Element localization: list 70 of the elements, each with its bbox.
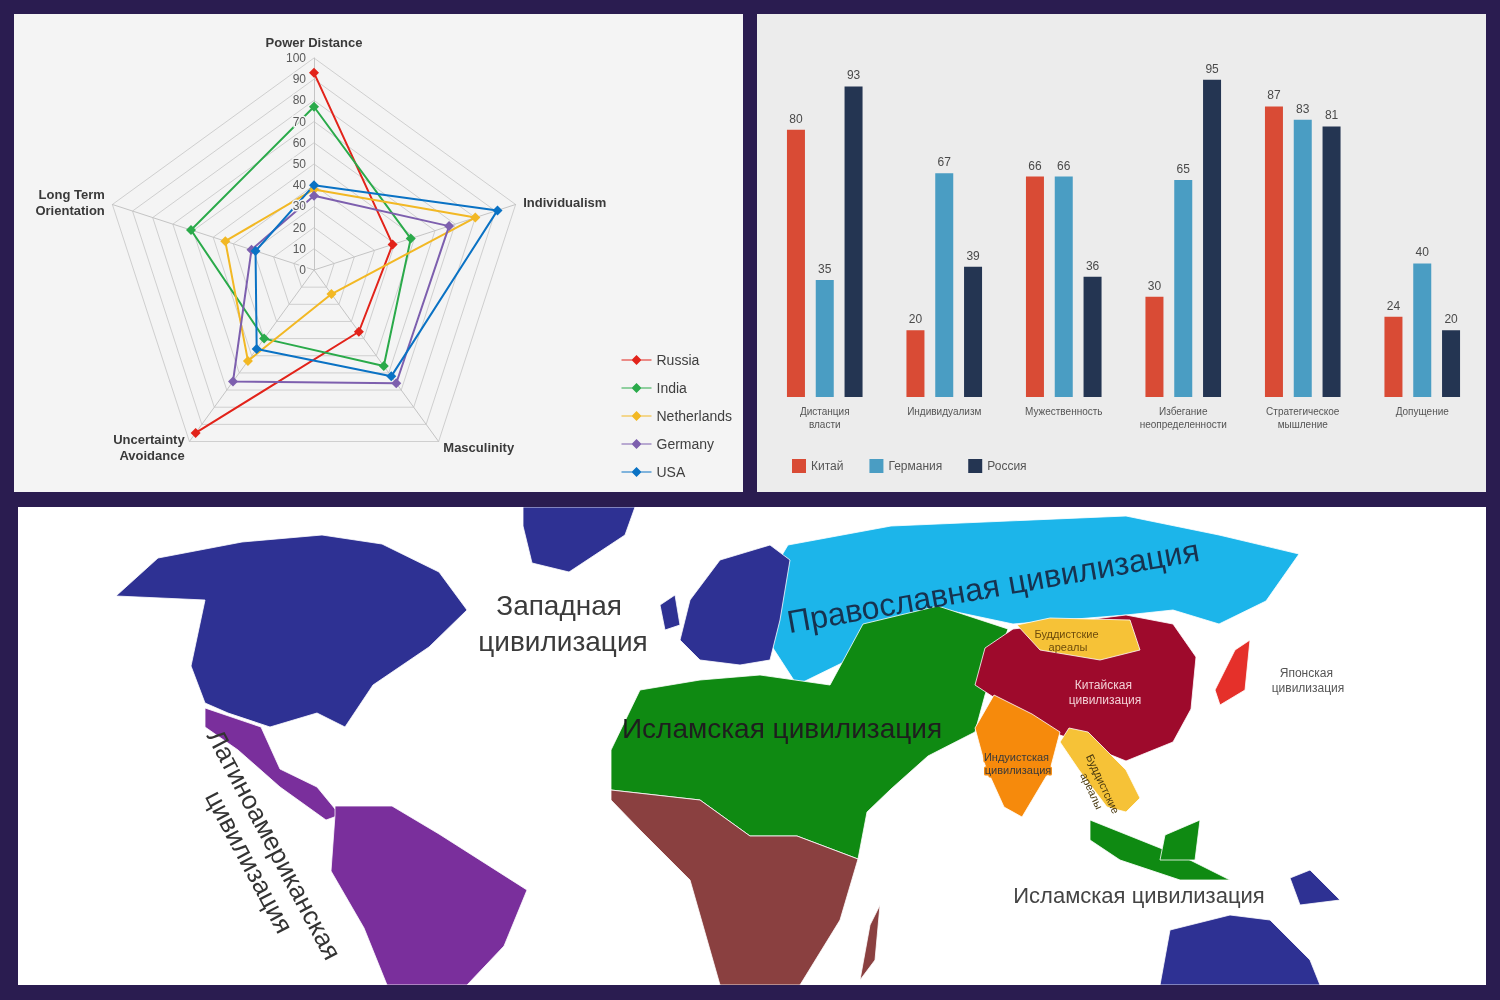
x-tick-label: Индивидуализм: [907, 406, 982, 417]
data-label: 20: [1444, 312, 1459, 327]
bar: [1384, 316, 1403, 397]
text: Исламская цивилизация: [1013, 883, 1265, 908]
legend-label: Germany: [656, 436, 715, 452]
bar: [1083, 276, 1102, 397]
data-label: 66: [1028, 158, 1042, 173]
text: Исламская цивилизация: [621, 713, 943, 744]
y-tick-label: 100: [285, 51, 307, 65]
y-tick-label: 90: [292, 72, 307, 87]
bar: [1145, 296, 1164, 397]
bar: [1413, 263, 1432, 397]
legend-label: USA: [656, 464, 686, 480]
bar: [1054, 176, 1073, 397]
bar: [1174, 179, 1193, 397]
legend-label: Netherlands: [656, 408, 733, 424]
legend-label: Китай: [811, 459, 844, 473]
bar: [844, 86, 863, 397]
data-label: 40: [1415, 245, 1430, 260]
text: Буддистские ареалы: [1034, 628, 1102, 653]
data-label: 80: [789, 111, 803, 126]
bar: [906, 330, 925, 397]
x-tick-label: Избегание неопределенности: [1139, 406, 1227, 430]
bar: [815, 280, 834, 397]
spoke-label: Uncertainty Avoidance: [113, 432, 186, 464]
data-label: 24: [1386, 298, 1401, 313]
spoke-label: Power Distance: [265, 34, 363, 50]
bar: [1264, 106, 1283, 397]
legend-label: Russia: [656, 352, 700, 368]
text: Китайская цивилизация: [1068, 678, 1142, 707]
y-tick-label: 80: [292, 93, 307, 108]
data-label: 93: [846, 68, 861, 83]
text: Японская цивилизация: [1271, 666, 1345, 695]
bar: [1203, 79, 1222, 397]
legend-label: Россия: [987, 459, 1027, 473]
spoke-label: Masculinity: [443, 440, 515, 456]
x-tick-label: Дистанция власти: [799, 406, 850, 430]
legend-label: India: [656, 380, 688, 396]
y-tick-label: 0: [299, 263, 307, 277]
spoke-label: Long Term Orientation: [35, 186, 105, 218]
bar: [786, 129, 805, 397]
bar: [935, 173, 954, 397]
data-label: 66: [1057, 158, 1071, 173]
spoke-label: Individualism: [523, 194, 607, 210]
text: Западная цивилизация: [478, 590, 648, 657]
data-label: 65: [1176, 161, 1191, 176]
x-tick-label: Мужественность: [1024, 406, 1103, 417]
data-label: 35: [818, 262, 832, 277]
data-label: 67: [937, 155, 952, 170]
bar: [1322, 126, 1341, 397]
y-tick-label: 40: [292, 178, 307, 193]
y-tick-label: 60: [292, 135, 307, 150]
x-tick-label: Допущение: [1395, 406, 1450, 417]
data-label: 81: [1324, 108, 1339, 123]
legend-label: Германия: [888, 459, 943, 473]
data-label: 39: [966, 248, 981, 263]
x-tick-label: Стратегическое мышление: [1266, 406, 1340, 430]
data-label: 83: [1296, 101, 1310, 116]
bar: [1025, 176, 1044, 397]
data-label: 36: [1085, 258, 1100, 273]
bar: [1442, 330, 1461, 397]
y-tick-label: 10: [292, 241, 307, 256]
data-label: 20: [908, 312, 923, 327]
data-label: 30: [1147, 278, 1162, 293]
bar: [1293, 119, 1312, 397]
y-tick-label: 20: [292, 220, 307, 235]
bar: [964, 266, 983, 397]
y-tick-label: 50: [292, 157, 307, 171]
data-label: 95: [1205, 61, 1220, 76]
data-label: 87: [1267, 88, 1281, 103]
